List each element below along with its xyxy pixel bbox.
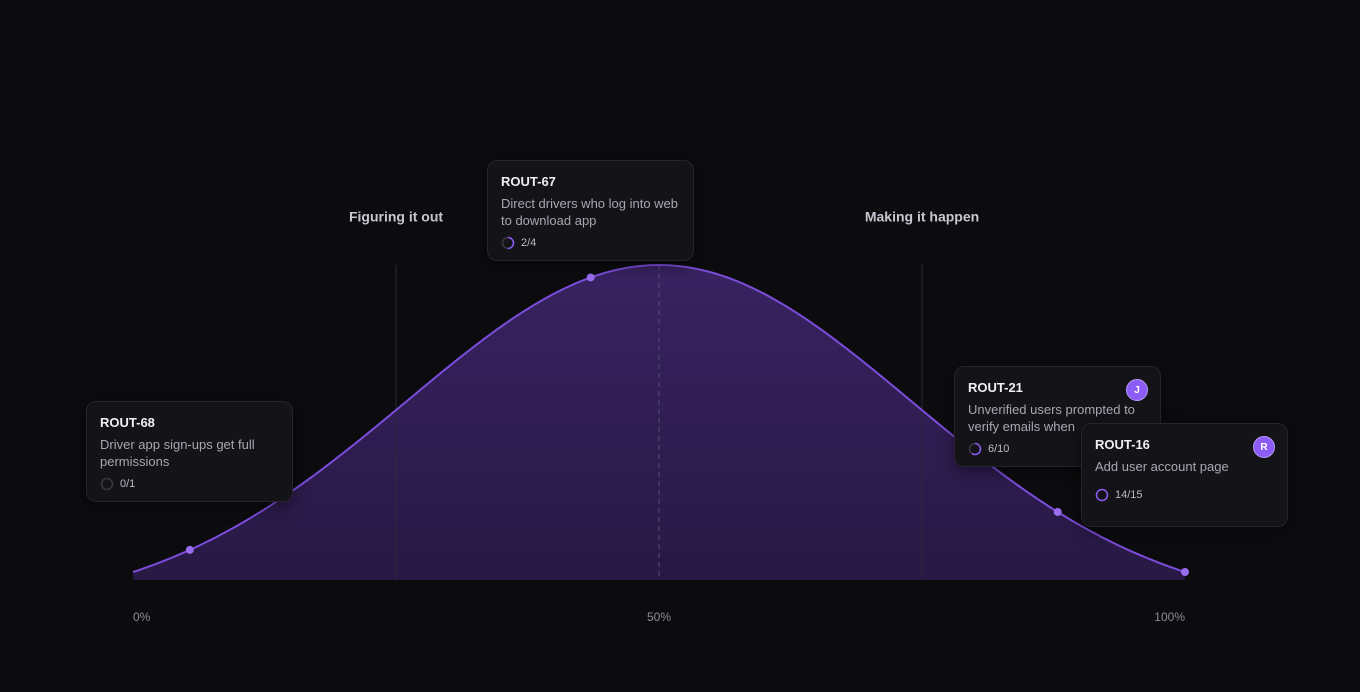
issue-dot (1181, 568, 1189, 576)
issue-id: ROUT-68 (100, 415, 155, 430)
progress-ring (1095, 488, 1109, 502)
issue-card[interactable]: ROUT-16 R Add user account page 14/15 (1081, 423, 1288, 527)
issue-dot (185, 545, 194, 554)
phase-label: Making it happen (865, 209, 979, 225)
issue-progress: 0/1 (100, 477, 135, 491)
progress-ring (501, 236, 515, 250)
issue-id: ROUT-16 (1095, 437, 1150, 452)
issue-progress: 6/10 (968, 442, 1009, 456)
issue-dot (1053, 507, 1062, 516)
issue-title: Direct drivers who log into web to downl… (501, 196, 679, 228)
progress-label: 0/1 (120, 478, 136, 490)
progress-ring (968, 442, 982, 456)
issue-id: ROUT-21 (968, 380, 1023, 395)
x-tick-label: 50% (647, 610, 671, 624)
progress-ring (100, 477, 114, 491)
issue-title: Driver app sign-ups get full permissions (100, 437, 255, 469)
progress-label: 6/10 (988, 443, 1010, 455)
x-tick-label: 100% (1154, 610, 1185, 624)
issue-card[interactable]: ROUT-67 Direct drivers who log into web … (487, 160, 694, 261)
issue-dot (586, 273, 595, 282)
phase-label: Figuring it out (349, 209, 443, 225)
progress-label: 2/4 (521, 237, 537, 249)
issue-progress: 14/15 (1095, 488, 1143, 502)
issue-title: Unverified users prompted to verify emai… (968, 402, 1135, 434)
issue-id: ROUT-67 (501, 174, 556, 189)
hill-line (132, 263, 1186, 573)
issue-title: Add user account page (1095, 459, 1229, 474)
progress-label: 14/15 (1115, 489, 1143, 501)
issue-card[interactable]: ROUT-68 Driver app sign-ups get full per… (86, 401, 293, 502)
assignee-avatar[interactable]: R (1253, 436, 1275, 458)
assignee-avatar[interactable]: J (1126, 379, 1148, 401)
issue-progress: 2/4 (501, 236, 536, 250)
x-tick-label: 0% (133, 610, 151, 624)
